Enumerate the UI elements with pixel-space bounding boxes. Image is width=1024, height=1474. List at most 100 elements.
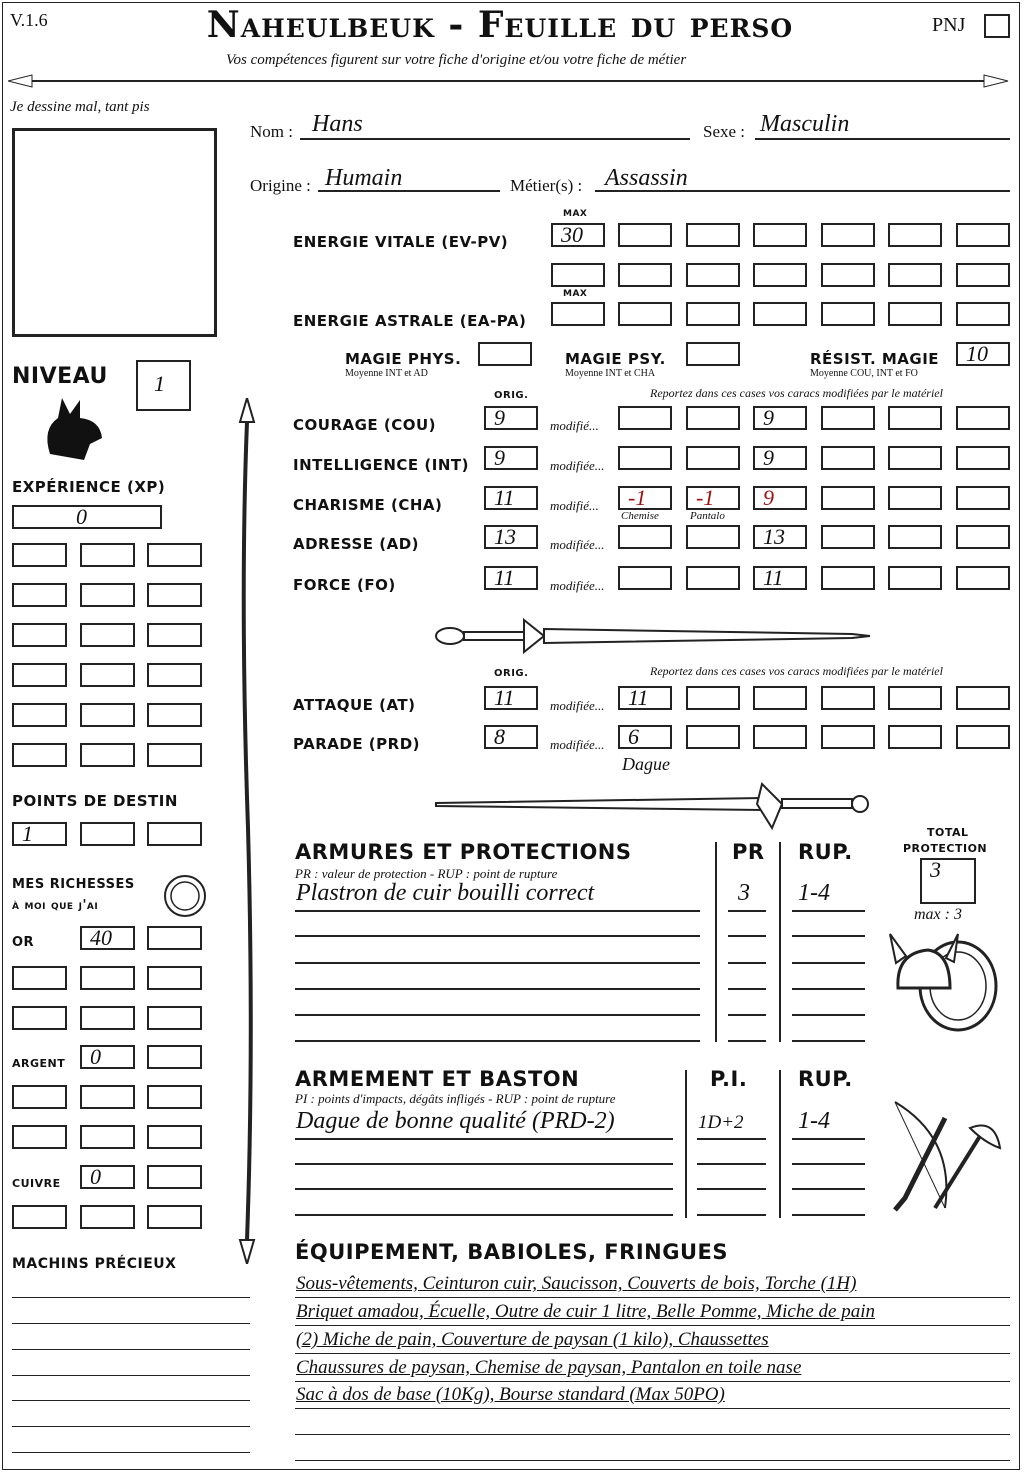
combat-mod-box[interactable]	[956, 686, 1010, 710]
stat-mod-box[interactable]	[956, 406, 1010, 430]
combat-mod-box[interactable]	[888, 686, 942, 710]
xp-box[interactable]	[12, 703, 67, 727]
money-box[interactable]	[12, 1125, 67, 1149]
stat-mod-box[interactable]	[821, 525, 875, 549]
ev-box[interactable]: 30	[551, 223, 605, 247]
stat-mod-box[interactable]: 9	[753, 406, 807, 430]
ev-box[interactable]	[753, 223, 807, 247]
xp-box[interactable]	[80, 663, 135, 687]
ev-box[interactable]	[888, 263, 942, 287]
weapon-pi[interactable]: 1D+2	[698, 1112, 744, 1133]
combat-mod-box[interactable]	[686, 725, 740, 749]
pnj-checkbox[interactable]	[984, 14, 1010, 38]
total-protection-box[interactable]: 3	[920, 858, 976, 904]
stat-orig-box[interactable]: 9	[484, 446, 538, 470]
money-box[interactable]	[12, 1085, 67, 1109]
stat-mod-box[interactable]	[686, 525, 740, 549]
money-box[interactable]	[147, 966, 202, 990]
xp-box[interactable]	[147, 623, 202, 647]
combat-mod-box[interactable]: 11	[618, 686, 672, 710]
combat-mod-box[interactable]	[821, 725, 875, 749]
ea-box[interactable]	[753, 302, 807, 326]
stat-mod-box[interactable]	[888, 566, 942, 590]
ea-box[interactable]	[888, 302, 942, 326]
xp-box[interactable]	[147, 703, 202, 727]
argent-box[interactable]	[147, 1045, 202, 1069]
stat-mod-box[interactable]	[821, 486, 875, 510]
combat-mod-box[interactable]: 6	[618, 725, 672, 749]
armor-name[interactable]: Plastron de cuir bouilli correct	[296, 880, 595, 906]
stat-mod-box[interactable]	[888, 486, 942, 510]
magie-psy-box[interactable]	[686, 342, 740, 366]
machins-line[interactable]	[12, 1452, 250, 1453]
sexe-value[interactable]: Masculin	[760, 111, 850, 137]
money-box[interactable]	[12, 1205, 67, 1229]
combat-orig-box[interactable]: 8	[484, 725, 538, 749]
stat-mod-box[interactable]	[821, 566, 875, 590]
stat-mod-box[interactable]	[821, 406, 875, 430]
combat-mod-box[interactable]	[686, 686, 740, 710]
stat-mod-box[interactable]	[888, 525, 942, 549]
metier-value[interactable]: Assassin	[605, 165, 688, 191]
ev-box[interactable]	[821, 223, 875, 247]
origine-value[interactable]: Humain	[325, 165, 403, 191]
xp-box[interactable]: 0	[12, 505, 162, 529]
combat-mod-box[interactable]	[753, 725, 807, 749]
ev-box[interactable]	[956, 223, 1010, 247]
xp-box[interactable]	[12, 583, 67, 607]
stat-mod-box[interactable]	[686, 566, 740, 590]
equipment-item[interactable]: Briquet amadou, Écuelle, Outre de cuir 1…	[296, 1301, 875, 1322]
stat-mod-box[interactable]	[956, 446, 1010, 470]
destin-box[interactable]: 1	[12, 822, 67, 846]
resist-magie-box[interactable]: 10	[956, 342, 1010, 366]
money-box[interactable]	[80, 1006, 135, 1030]
argent-box[interactable]: 0	[80, 1045, 135, 1069]
or-box[interactable]	[147, 926, 202, 950]
machins-line[interactable]	[12, 1349, 250, 1350]
weapon-rup[interactable]: 1-4	[798, 1108, 830, 1134]
stat-mod-box[interactable]	[686, 446, 740, 470]
money-box[interactable]	[147, 1205, 202, 1229]
equipment-item[interactable]: Sous-vêtements, Ceinturon cuir, Saucisso…	[296, 1273, 857, 1294]
stat-orig-box[interactable]: 9	[484, 406, 538, 430]
xp-box[interactable]	[12, 743, 67, 767]
xp-box[interactable]	[12, 543, 67, 567]
stat-orig-box[interactable]: 13	[484, 525, 538, 549]
magie-phys-box[interactable]	[478, 342, 532, 366]
armor-pr[interactable]: 3	[738, 880, 750, 906]
machins-line[interactable]	[12, 1426, 250, 1427]
nom-value[interactable]: Hans	[312, 111, 363, 137]
xp-box[interactable]	[80, 743, 135, 767]
ev-box[interactable]	[618, 223, 672, 247]
equipment-item[interactable]: (2) Miche de pain, Couverture de paysan …	[296, 1329, 769, 1350]
xp-box[interactable]	[80, 583, 135, 607]
ev-box[interactable]	[551, 263, 605, 287]
money-box[interactable]	[80, 1085, 135, 1109]
equipment-item[interactable]: Sac à dos de base (10Kg), Bourse standar…	[296, 1384, 725, 1405]
stat-mod-box[interactable]	[618, 566, 672, 590]
ea-box[interactable]	[551, 302, 605, 326]
ev-box[interactable]	[686, 263, 740, 287]
ea-box[interactable]	[686, 302, 740, 326]
stat-orig-box[interactable]: 11	[484, 486, 538, 510]
money-box[interactable]	[147, 1125, 202, 1149]
stat-mod-box[interactable]: 9	[753, 446, 807, 470]
stat-mod-box[interactable]	[618, 525, 672, 549]
machins-line[interactable]	[12, 1323, 250, 1324]
combat-mod-box[interactable]	[821, 686, 875, 710]
stat-orig-box[interactable]: 11	[484, 566, 538, 590]
xp-box[interactable]	[80, 543, 135, 567]
xp-box[interactable]	[147, 543, 202, 567]
stat-mod-box[interactable]	[888, 446, 942, 470]
stat-mod-box[interactable]	[888, 406, 942, 430]
money-box[interactable]	[80, 1205, 135, 1229]
armor-rup[interactable]: 1-4	[798, 880, 830, 906]
ea-box[interactable]	[956, 302, 1010, 326]
stat-mod-box[interactable]	[956, 566, 1010, 590]
cuivre-box[interactable]: 0	[80, 1165, 135, 1189]
stat-mod-box[interactable]: 9	[753, 486, 807, 510]
machins-line[interactable]	[12, 1297, 250, 1298]
xp-box[interactable]	[147, 663, 202, 687]
destin-box[interactable]	[80, 822, 135, 846]
money-box[interactable]	[147, 1006, 202, 1030]
